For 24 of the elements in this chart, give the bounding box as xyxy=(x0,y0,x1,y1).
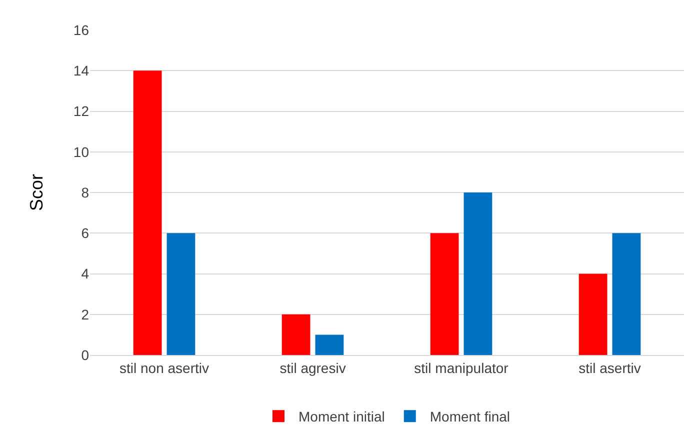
bar xyxy=(612,233,641,355)
bar xyxy=(430,233,459,355)
y-tick-label: 12 xyxy=(73,103,90,120)
x-tick-label: stil asertiv xyxy=(578,360,641,376)
y-tick-label: 0 xyxy=(81,346,90,363)
x-tick-label: stil agresiv xyxy=(280,360,346,376)
y-tick-label: 6 xyxy=(81,225,90,242)
bar xyxy=(166,233,196,355)
bar xyxy=(315,334,344,355)
y-tick-label: 4 xyxy=(81,266,90,282)
x-tick-label: stil manipulator xyxy=(414,360,509,376)
y-tick-label: 10 xyxy=(73,144,90,160)
y-tick-label: 8 xyxy=(81,184,90,200)
bar xyxy=(282,314,310,355)
x-tick-label: stil non asertiv xyxy=(120,360,209,376)
legend-label: Moment initial xyxy=(298,408,385,425)
bar xyxy=(464,192,492,355)
bar xyxy=(133,70,162,355)
y-tick-label: 14 xyxy=(73,62,90,79)
y-tick-label: 2 xyxy=(81,306,90,322)
bar xyxy=(578,274,608,355)
y-tick-label: 16 xyxy=(73,22,90,38)
y-axis-title: Scor xyxy=(26,174,47,212)
legend-label: Moment final xyxy=(430,408,510,425)
